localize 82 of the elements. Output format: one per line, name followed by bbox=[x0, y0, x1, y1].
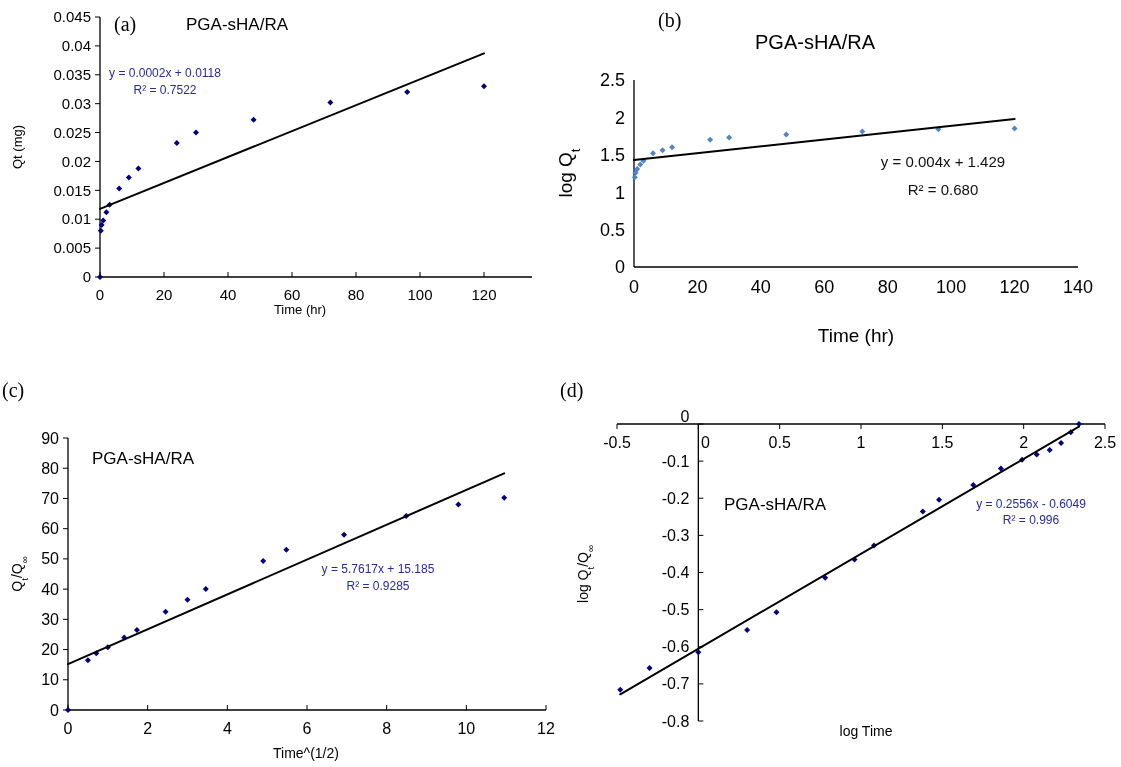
y-tick-label: -0.5 bbox=[661, 601, 690, 619]
x-tick-label: 1.5 bbox=[931, 434, 954, 451]
x-tick-label: 40 bbox=[750, 277, 771, 297]
y-tick-label: 20 bbox=[41, 641, 60, 659]
x-tick-label: 120 bbox=[471, 286, 497, 303]
chart-title: PGA-sHA/RA bbox=[185, 14, 289, 34]
x-tick-label: 0 bbox=[700, 434, 710, 451]
text: (d) bbox=[560, 379, 584, 402]
x-axis-title: log Time bbox=[839, 723, 893, 739]
annotation: (a) bbox=[114, 13, 137, 36]
y-tick-label: 0.015 bbox=[53, 181, 91, 199]
x-tick-label: 60 bbox=[814, 277, 835, 297]
y-tick-label: 0.005 bbox=[53, 239, 91, 257]
x-tick-label: 2 bbox=[1019, 434, 1029, 451]
y-tick-label: 60 bbox=[41, 520, 60, 538]
x-tick-label: 12 bbox=[537, 720, 555, 737]
x-tick-label: 100 bbox=[936, 277, 967, 297]
annotation: R² = 0.996 bbox=[1002, 513, 1060, 528]
y-tick-label: 0.045 bbox=[53, 8, 91, 26]
x-tick-label: 0 bbox=[628, 277, 640, 297]
y-tick-label: 0.5 bbox=[599, 219, 625, 240]
annotation: y = 0.004x + 1.429 bbox=[880, 153, 1006, 171]
y-tick-label: 40 bbox=[41, 580, 60, 598]
y-tick-label: -0.8 bbox=[661, 712, 690, 730]
x-tick-label: 20 bbox=[155, 286, 173, 303]
annotation: R² = 0.9285 bbox=[346, 579, 410, 594]
x-axis-title: Time^(1/2) bbox=[273, 745, 339, 761]
x-tick-label: 40 bbox=[219, 286, 237, 303]
y-tick-label: 0.025 bbox=[53, 123, 91, 141]
y-tick-label: 0.01 bbox=[61, 210, 91, 228]
y-tick-label: 0.04 bbox=[61, 37, 91, 55]
x-tick-label: 1 bbox=[856, 434, 866, 451]
y-tick-label: 80 bbox=[41, 459, 60, 477]
y-tick-label: 30 bbox=[41, 610, 60, 628]
y-axis-title: Qt (mg) bbox=[10, 124, 25, 170]
text: (b) bbox=[658, 9, 682, 32]
y-tick-label: 70 bbox=[41, 490, 60, 508]
y-tick-label: 0 bbox=[50, 701, 60, 719]
text: (c) bbox=[2, 379, 25, 402]
x-axis-title: Time (hr) bbox=[817, 325, 895, 346]
annotation: y = 5.7617x + 15.185 bbox=[321, 562, 435, 577]
y-tick-label: -0.6 bbox=[661, 638, 690, 656]
y-tick-label: 1.5 bbox=[599, 145, 625, 166]
y-tick-label: 90 bbox=[41, 429, 60, 447]
annotation: y = 0.0002x + 0.0118 bbox=[109, 66, 222, 81]
text: PGA-sHA/RA bbox=[92, 448, 195, 468]
x-tick-label: 100 bbox=[407, 286, 433, 303]
y-tick-label: -0.4 bbox=[661, 564, 690, 582]
y-tick-label: 0 bbox=[614, 257, 625, 278]
x-tick-label: 2 bbox=[143, 720, 153, 737]
y-tick-label: -0.3 bbox=[661, 526, 690, 544]
x-tick-label: 80 bbox=[877, 277, 898, 297]
y-tick-label: 0 bbox=[680, 407, 690, 425]
x-tick-label: 60 bbox=[283, 286, 301, 303]
x-tick-label: 80 bbox=[347, 286, 365, 303]
x-tick-label: 10 bbox=[457, 720, 476, 737]
x-tick-label: 6 bbox=[302, 720, 312, 737]
x-axis-title: Time (hr) bbox=[273, 302, 327, 317]
annotation: y = 0.2556x - 0.6049 bbox=[976, 497, 1087, 512]
x-tick-label: 120 bbox=[999, 277, 1030, 297]
annotation: R² = 0.7522 bbox=[133, 83, 197, 98]
x-tick-label: 2.5 bbox=[1093, 434, 1117, 451]
x-tick-label: 4 bbox=[222, 720, 232, 737]
y-tick-label: -0.1 bbox=[661, 452, 690, 470]
annotation: R² = 0.680 bbox=[907, 181, 979, 199]
x-tick-label: 0.5 bbox=[768, 434, 791, 451]
y-tick-label: 2 bbox=[614, 107, 625, 128]
x-tick-label: 20 bbox=[687, 277, 708, 297]
y-tick-label: 2.5 bbox=[599, 70, 625, 91]
y-tick-label: 10 bbox=[41, 671, 60, 689]
y-tick-label: 1 bbox=[614, 182, 625, 203]
chart-title: PGA-sHA/RA bbox=[754, 31, 876, 53]
y-tick-label: -0.7 bbox=[661, 675, 690, 693]
x-tick-label: 140 bbox=[1062, 277, 1094, 297]
y-tick-label: 0.02 bbox=[61, 152, 91, 170]
y-tick-label: 0.035 bbox=[53, 66, 91, 84]
x-tick-label: 8 bbox=[382, 720, 392, 737]
x-tick-label: 0 bbox=[95, 286, 105, 303]
text: PGA-sHA/RA bbox=[724, 494, 827, 514]
y-tick-label: 50 bbox=[41, 550, 60, 568]
y-tick-label: 0.03 bbox=[61, 94, 91, 112]
y-tick-label: -0.2 bbox=[661, 489, 690, 507]
